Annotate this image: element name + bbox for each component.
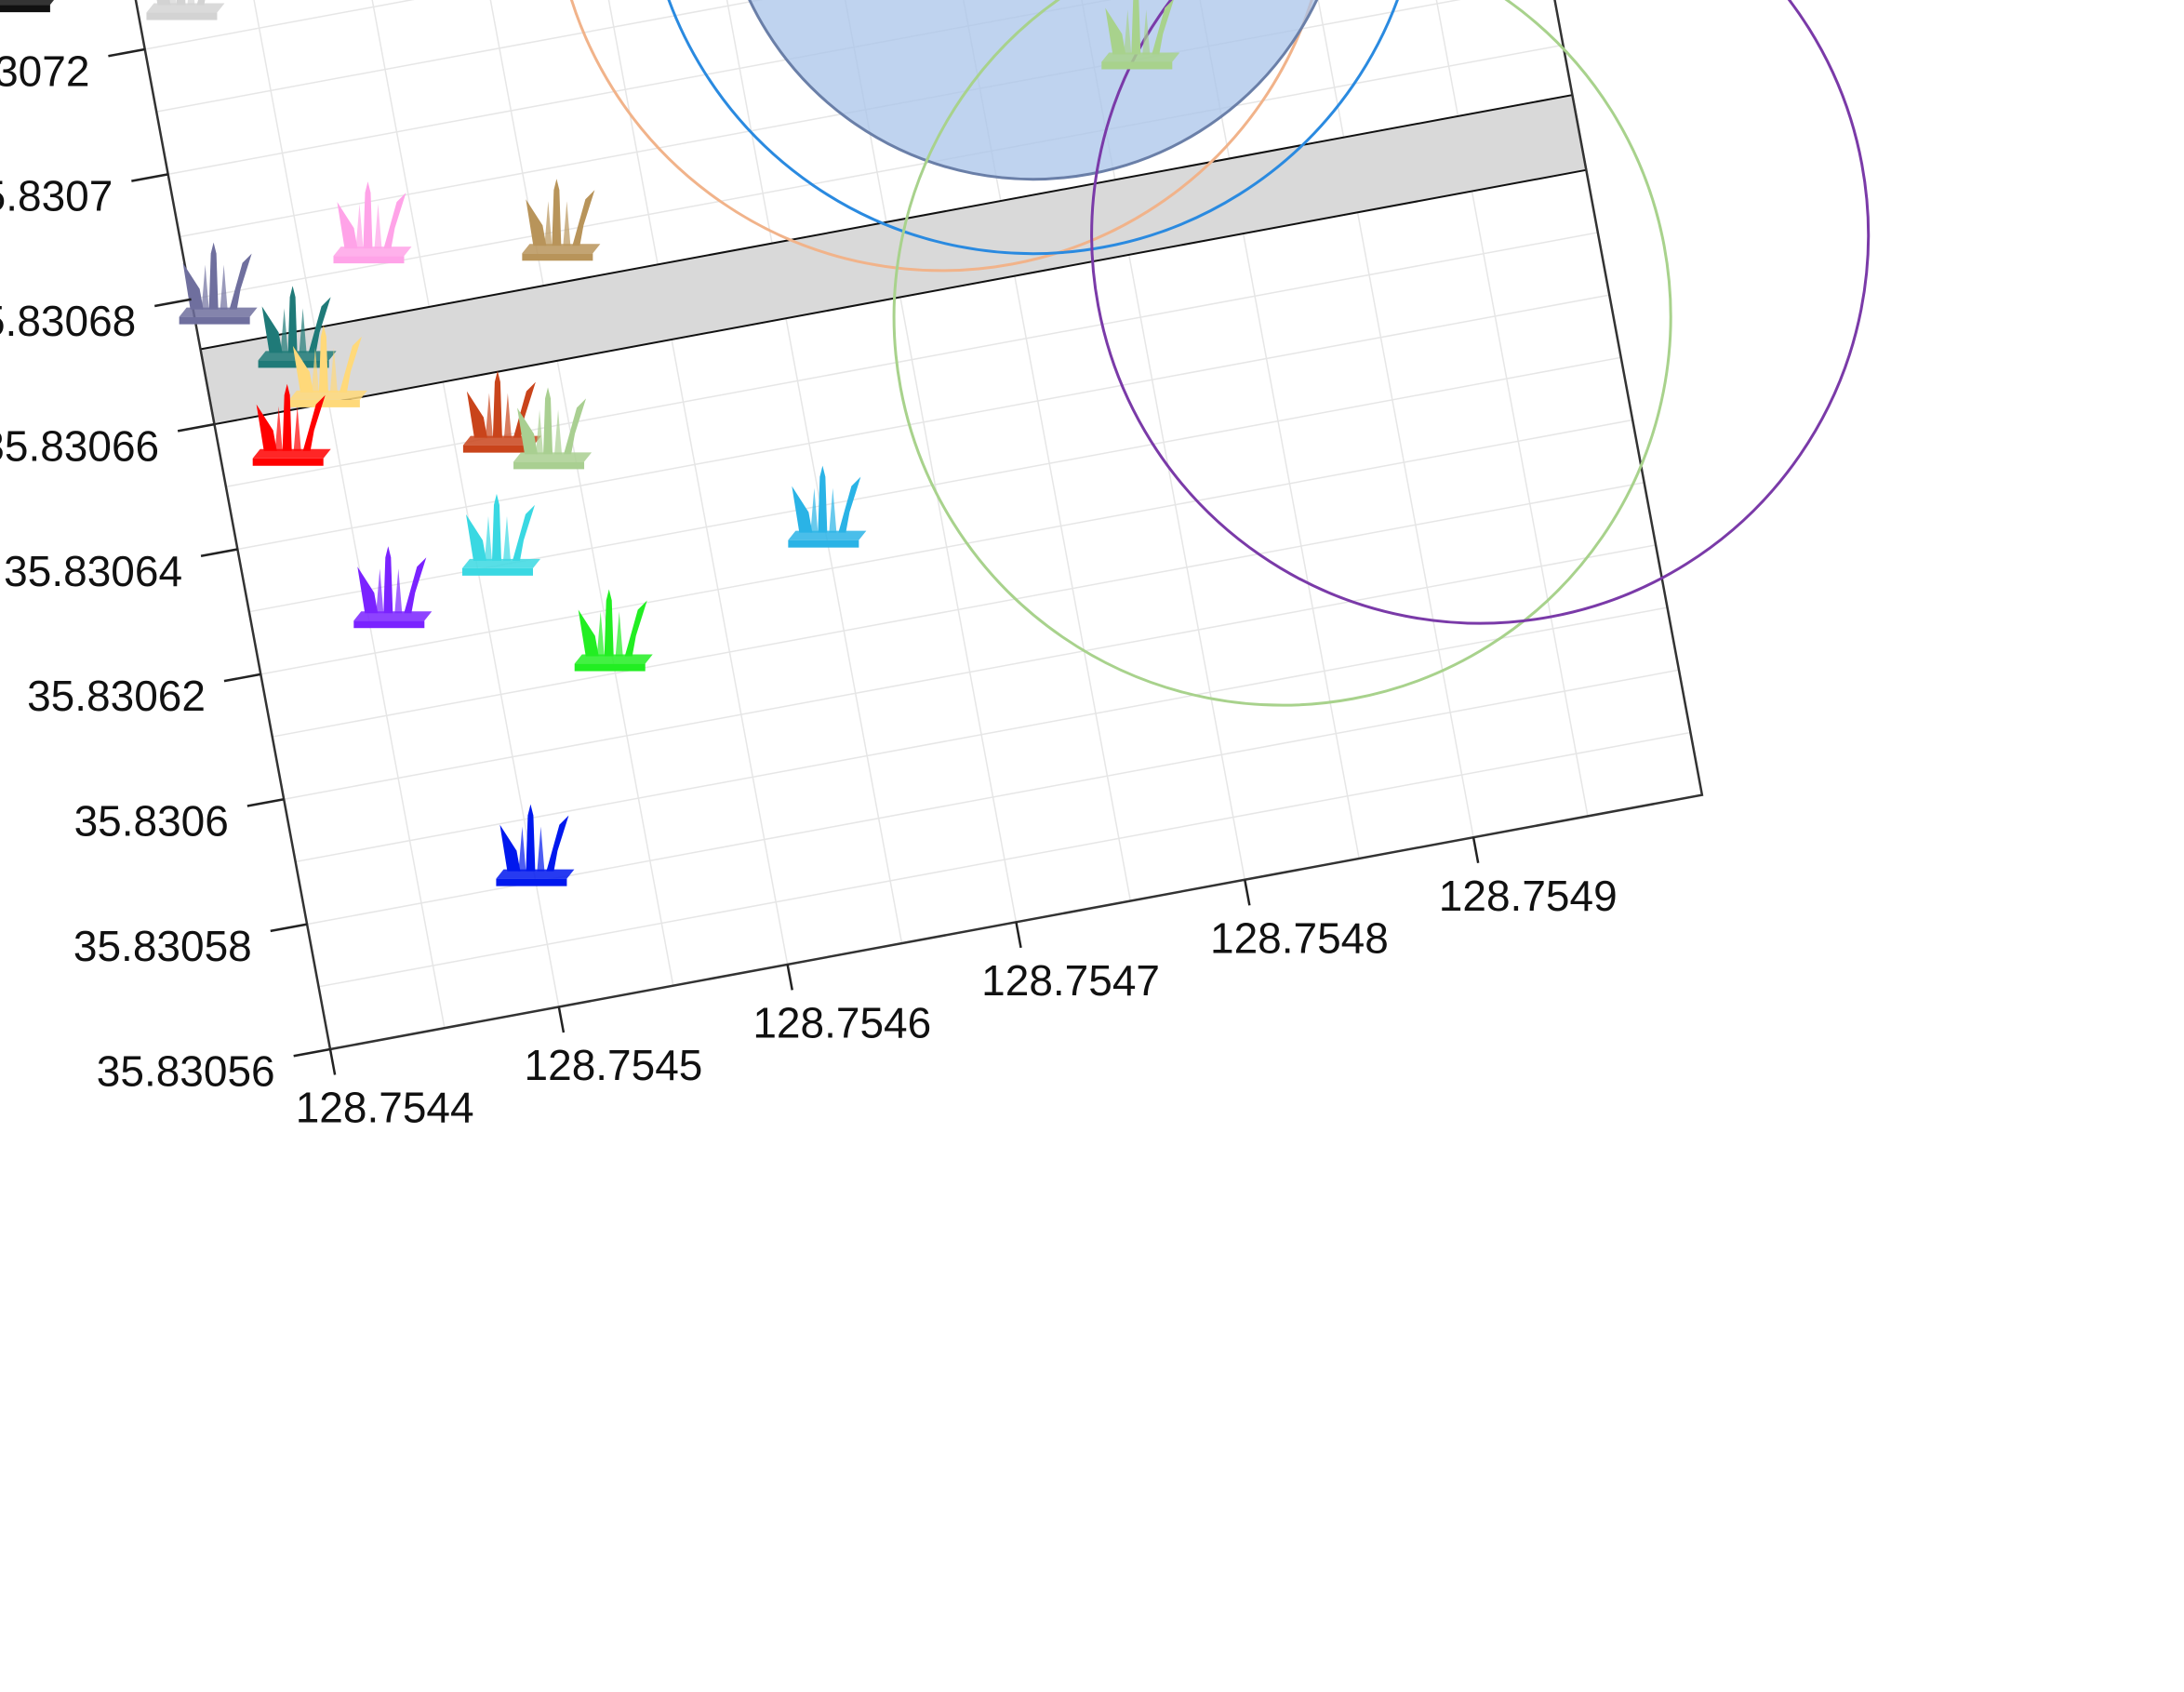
grid-line-y (144, 0, 1517, 50)
range-circles (552, 0, 1871, 707)
access-point-marker (288, 325, 367, 407)
access-point-marker (353, 546, 433, 629)
x-tick-label: 128.7546 (752, 999, 931, 1047)
access-point-marker (1101, 0, 1180, 70)
x-tick-label: 128.7545 (525, 1041, 703, 1089)
access-point-marker (179, 242, 258, 325)
access-point-marker (574, 589, 653, 672)
y-tick (293, 1047, 331, 1058)
y-tick-label: 35.83056 (97, 1046, 275, 1095)
y-tick (177, 422, 215, 433)
range-circle (1090, 0, 1871, 625)
x-axis: 128.7544 128.7545 128.7546 128.7547 128.7548… (296, 836, 1618, 1132)
x-tick (328, 1048, 337, 1075)
y-tick (246, 798, 285, 807)
y-tick-label: 35.8306 (74, 797, 229, 846)
range-circle (892, 0, 1672, 707)
y-tick (223, 673, 261, 683)
grid-line-y (260, 419, 1633, 675)
y-tick (200, 548, 238, 558)
y-tick (108, 47, 145, 58)
y-tick-label: 35.83058 (73, 922, 252, 970)
y-tick (131, 173, 168, 182)
grid-line-y (225, 232, 1598, 488)
x-tick-label: 128.7549 (1439, 872, 1618, 920)
grid-line-y (295, 606, 1668, 863)
access-point-marker (461, 493, 540, 576)
x-tick (786, 964, 793, 991)
x-tick-label: 128.7544 (296, 1084, 474, 1132)
x-tick (1244, 879, 1251, 906)
y-tick-label: 35.83068 (0, 297, 136, 345)
access-point-marker (788, 465, 867, 548)
access-point-marker (0, 0, 55, 13)
access-point-marker (258, 286, 337, 368)
access-point-marker (522, 179, 601, 261)
access-point-marker (333, 181, 412, 264)
grid-line-y (272, 481, 1645, 738)
y-tick-label: 35.83072 (0, 47, 89, 95)
range-circle (552, 0, 1332, 273)
x-tick (1015, 922, 1022, 949)
x-tick (1472, 836, 1480, 863)
x-tick-label: 128.7548 (1210, 914, 1389, 963)
grid-line-y (156, 0, 1529, 113)
y-axis: 35.83056 35.83058 35.8306 35.83062 35.83064 3… (0, 47, 331, 1095)
access-point-marker (496, 804, 575, 886)
y-tick-label: 35.83062 (27, 672, 206, 720)
access-point-marker (252, 383, 331, 466)
range-circle (643, 0, 1423, 256)
access-point-marker (513, 387, 593, 470)
y-tick-label: 35.83064 (4, 547, 182, 595)
plot-area (0, 0, 1871, 1051)
grid-line-y (284, 544, 1657, 800)
access-point-marker (146, 0, 225, 20)
x-tick (557, 1006, 566, 1033)
x-tick-label: 128.7547 (981, 956, 1160, 1005)
y-tick-label: 35.83066 (0, 421, 159, 470)
y-tick (270, 923, 308, 933)
grid-line-y (191, 44, 1564, 300)
grid-line-y (237, 294, 1610, 551)
access-point-marker (462, 370, 541, 453)
grid-line-y (318, 731, 1691, 988)
range-circle (717, 0, 1349, 181)
y-tick (154, 298, 192, 308)
access-points (0, 0, 1180, 886)
y-tick-label: 35.8307 (0, 172, 113, 220)
